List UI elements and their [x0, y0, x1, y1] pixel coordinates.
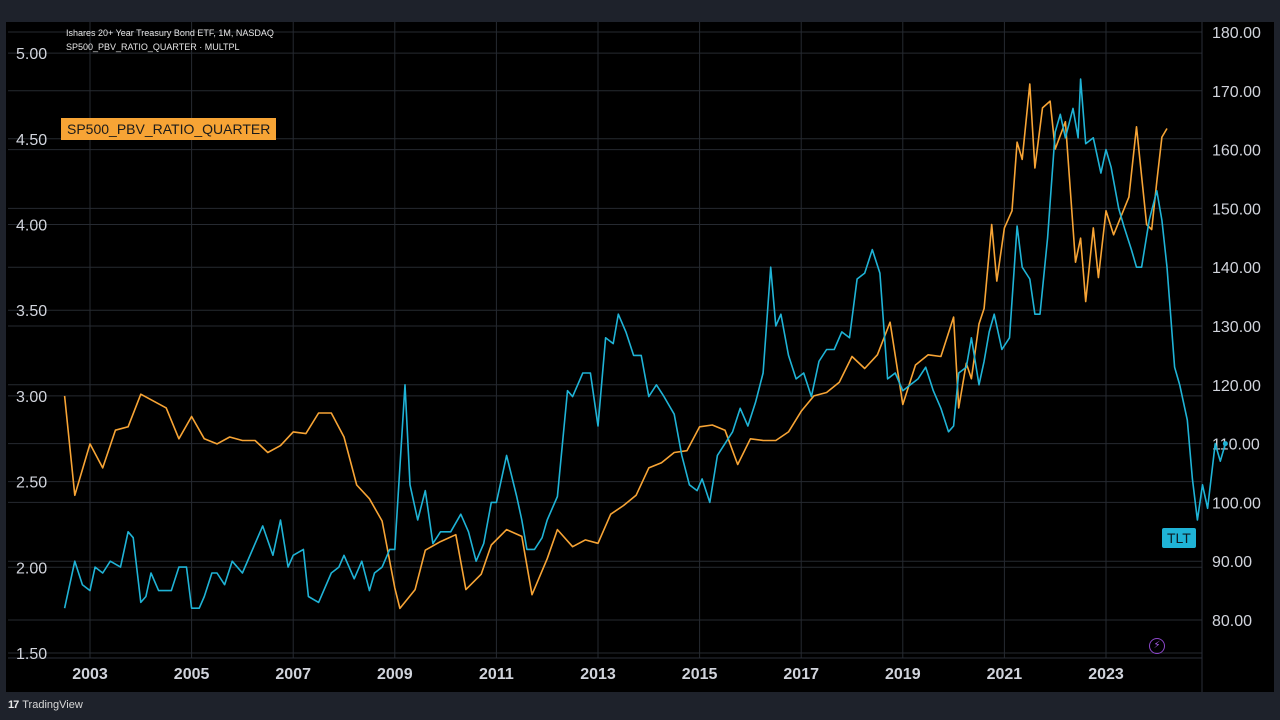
left-axis-tick-label: 3.00	[16, 389, 47, 406]
tlt-last-point	[1222, 441, 1228, 447]
x-axis-tick-label: 2023	[1088, 666, 1124, 683]
x-axis-tick-label: 2019	[885, 666, 921, 683]
right-axis-tick-label: 100.00	[1212, 495, 1261, 512]
left-axis-tick-label: 3.50	[16, 303, 47, 320]
left-axis-tick-label: 5.00	[16, 46, 47, 63]
right-axis-tick-label: 160.00	[1212, 143, 1261, 160]
right-axis-tick-label: 180.00	[1212, 25, 1261, 42]
x-axis-tick-label: 2021	[987, 666, 1023, 683]
tlt-price-line	[63, 78, 1227, 609]
x-axis-tick-label: 2003	[72, 666, 108, 683]
lightning-bolt-icon[interactable]: ⚡	[1149, 638, 1165, 654]
x-axis-tick-label: 2017	[783, 666, 819, 683]
x-axis-tick-label: 2005	[174, 666, 210, 683]
left-axis: 5.00 4.50 4.00 3.50 3.00 2.50 2.00 1.50	[16, 46, 47, 663]
legend-series-title[interactable]: SP500_PBV_RATIO_QUARTER · MULTPL	[66, 42, 240, 52]
left-axis-tick-label: 2.50	[16, 475, 47, 492]
pbv-series-label: SP500_PBV_RATIO_QUARTER	[61, 118, 277, 140]
left-axis-tick-label: 4.50	[16, 132, 47, 149]
pbv-ratio-line	[63, 83, 1168, 610]
x-axis-tick-label: 2009	[377, 666, 413, 683]
x-axis-tick-label: 2011	[479, 666, 514, 683]
x-axis: 2003 2005 2007 2009 2011 2013 2015 2017 2019 2021…	[72, 666, 1124, 683]
tlt-price-badge: TLT	[1162, 528, 1196, 548]
right-axis-tick-label: 80.00	[1212, 613, 1252, 630]
right-axis-tick-label: 120.00	[1212, 378, 1261, 395]
x-axis-tick-label: 2007	[275, 666, 311, 683]
right-axis-tick-label: 90.00	[1212, 554, 1252, 571]
right-axis-tick-label: 170.00	[1212, 84, 1261, 101]
x-axis-tick-label: 2015	[682, 666, 718, 683]
right-border	[1274, 0, 1280, 720]
left-axis-tick-label: 1.50	[16, 646, 47, 663]
right-axis-tick-label: 140.00	[1212, 260, 1261, 277]
series-group	[63, 78, 1228, 610]
legend-symbol-title[interactable]: Ishares 20+ Year Treasury Bond ETF, 1M, …	[66, 28, 274, 38]
brand-name: TradingView	[22, 699, 83, 711]
left-axis-tick-label: 2.00	[16, 560, 47, 577]
tradingview-logo-icon: 17	[8, 699, 19, 711]
right-axis-tick-label: 130.00	[1212, 319, 1261, 336]
x-axis-tick-label: 2013	[580, 666, 616, 683]
bottom-bar	[0, 692, 1280, 720]
right-axis-tick-label: 110.00	[1212, 437, 1260, 454]
right-axis: 180.00 170.00 160.00 150.00 140.00 130.00 120.…	[1212, 25, 1261, 630]
left-border	[0, 0, 6, 720]
left-axis-tick-label: 4.00	[16, 218, 47, 235]
right-axis-tick-label: 150.00	[1212, 201, 1261, 218]
top-bar	[0, 0, 1280, 22]
tradingview-brand[interactable]: 17 TradingView	[8, 699, 83, 711]
